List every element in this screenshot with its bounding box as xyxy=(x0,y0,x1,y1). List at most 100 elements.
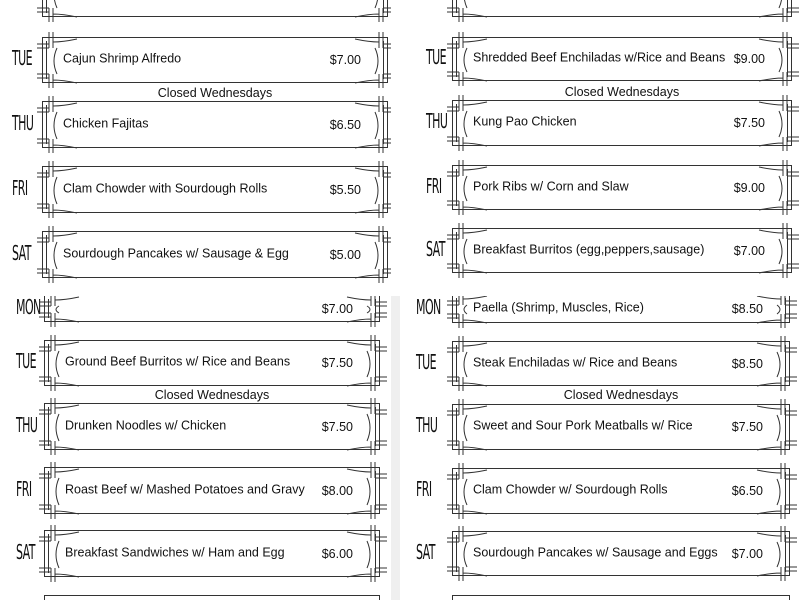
menu-item-box: Breakfast Burritos (egg,peppers,sausage)… xyxy=(447,223,799,278)
menu-item-price: $7.00 xyxy=(321,301,353,316)
menu-item-name: Chicken Fajitas xyxy=(63,116,149,131)
closed-wednesdays-note: Closed Wednesdays xyxy=(563,388,679,402)
ornament-frame xyxy=(37,96,391,153)
menu-item-box xyxy=(447,0,799,22)
menu-item-box: Steak Enchiladas w/ Rice and Beans $8.50 xyxy=(447,336,797,391)
day-label: FRI xyxy=(426,173,442,198)
ornament-frame xyxy=(39,335,387,391)
ornament-frame xyxy=(37,161,391,218)
day-label: SAT xyxy=(16,539,35,564)
ornament-frame xyxy=(447,463,797,519)
day-label: THU xyxy=(16,412,38,437)
menu-item-price: $7.00 xyxy=(329,53,361,67)
menu-item-price: $7.50 xyxy=(321,419,353,434)
menu-item-box xyxy=(44,595,380,600)
ornament-frame xyxy=(447,399,797,455)
menu-item-name: Pork Ribs w/ Corn and Slaw xyxy=(473,179,629,194)
menu-item-price: $5.50 xyxy=(329,182,361,197)
day-label: MON xyxy=(416,296,441,319)
menu-item-price: $7.00 xyxy=(731,546,763,561)
menu-item-price: $7.50 xyxy=(733,116,765,130)
day-label: SAT xyxy=(426,236,445,261)
ornament-frame xyxy=(447,336,797,391)
day-label: FRI xyxy=(416,477,432,501)
ornament-frame xyxy=(447,0,799,22)
menu-item-name: Kung Pao Chicken xyxy=(473,114,577,129)
menu-item-box: Cajun Shrimp Alfredo $7.00 xyxy=(37,32,391,88)
menu-item-box: Chicken Fajitas $6.50 xyxy=(37,96,391,153)
ornament-frame xyxy=(37,32,391,88)
menu-item-price: $6.50 xyxy=(329,117,361,132)
menu-item-name: Sweet and Sour Pork Meatballs w/ Rice xyxy=(473,418,693,433)
menu-item-box: Breakfast Sandwiches w/ Ham and Egg $6.00 xyxy=(39,525,387,582)
menu-item-box: Roast Beef w/ Mashed Potatoes and Gravy $… xyxy=(39,462,387,519)
menu-item-name: Clam Chowder with Sourdough Rolls xyxy=(63,181,268,196)
menu-item-price: $8.50 xyxy=(731,356,763,371)
day-label: MON xyxy=(426,0,451,2)
menu-item-box: Clam Chowder w/ Sourdough Rolls $6.50 xyxy=(447,463,797,519)
menu-item-box: Pork Ribs w/ Corn and Slaw $9.00 xyxy=(447,160,799,215)
ornament-frame xyxy=(447,526,797,581)
menu-page: MON Paella (Shrimp, Muscles, Rice) $8.50 TU… xyxy=(400,296,800,600)
menu-item-box: Sourdough Pancakes w/ Sausage and Eggs $7… xyxy=(447,526,797,581)
ornament-frame xyxy=(39,398,387,455)
day-label: MON xyxy=(16,296,41,319)
day-label: SAT xyxy=(12,240,31,265)
menu-item-price: $6.00 xyxy=(321,546,353,561)
closed-wednesdays-note: Closed Wednesdays xyxy=(154,388,270,402)
day-label: SAT xyxy=(416,539,435,564)
menu-item-name: Breakfast Sandwiches w/ Ham and Egg xyxy=(65,545,285,560)
menu-item-price: $5.00 xyxy=(329,247,361,262)
menu-item-name: Cajun Shrimp Alfredo xyxy=(63,51,182,66)
ornament-frame xyxy=(37,0,391,22)
menu-item-box: $7.00 xyxy=(39,296,387,327)
menu-item-name: Breakfast Burritos (egg,peppers,sausage) xyxy=(473,242,705,257)
day-label: TUE xyxy=(416,349,437,374)
menu-item-name: Shredded Beef Enchiladas w/Rice and Bean… xyxy=(473,50,726,65)
day-label: THU xyxy=(426,109,448,133)
menu-item-box: Ground Beef Burritos w/ Rice and Beans $7… xyxy=(39,335,387,391)
menu-item-name: Drunken Noodles w/ Chicken xyxy=(65,418,227,433)
menu-item-name: Steak Enchiladas w/ Rice and Beans xyxy=(473,355,678,370)
menu-item-box: Sweet and Sour Pork Meatballs w/ Rice $7.… xyxy=(447,399,797,455)
ornament-frame xyxy=(39,296,387,327)
ornament-frame xyxy=(37,226,391,283)
day-label: FRI xyxy=(12,175,28,200)
menu-item-price: $8.00 xyxy=(321,483,353,498)
day-label: THU xyxy=(12,110,34,135)
menu-item-price: $9.00 xyxy=(733,180,765,195)
menu-item-box xyxy=(37,0,391,22)
menu-item-box: Shredded Beef Enchiladas w/Rice and Bean… xyxy=(447,32,799,86)
menu-item-box: Paella (Shrimp, Muscles, Rice) $8.50 xyxy=(447,296,797,328)
ornament-frame xyxy=(447,95,799,151)
ornament-frame xyxy=(447,296,797,328)
menu-item-price: $9.00 xyxy=(733,52,765,66)
day-label: MON xyxy=(12,0,37,2)
menu-item-price: $7.50 xyxy=(731,420,763,434)
closed-wednesdays-note: Closed Wednesdays xyxy=(564,85,680,99)
day-label: TUE xyxy=(16,349,37,373)
day-label: FRI xyxy=(16,476,32,501)
ornament-frame xyxy=(39,462,387,519)
page-divider xyxy=(391,296,400,600)
menu-item-price: $7.00 xyxy=(733,243,765,258)
day-label: TUE xyxy=(426,45,447,69)
closed-wednesdays-note: Closed Wednesdays xyxy=(157,86,273,100)
menu-item-name: Ground Beef Burritos w/ Rice and Beans xyxy=(65,354,291,369)
menu-item-name: Roast Beef w/ Mashed Potatoes and Gravy xyxy=(65,482,305,497)
day-label: THU xyxy=(416,413,438,437)
menu-item-box: Clam Chowder with Sourdough Rolls $5.50 xyxy=(37,161,391,218)
menu-page: MONTUECajun Shrimp Alfredo$7.00THUChicke… xyxy=(0,0,391,296)
menu-item-name: Sourdough Pancakes w/ Sausage & Egg xyxy=(63,246,289,261)
menu-item-name: Sourdough Pancakes w/ Sausage and Eggs xyxy=(473,545,718,560)
menu-item-price: $6.50 xyxy=(731,484,763,498)
ornament-frame xyxy=(447,223,799,278)
menu-item-price: $8.50 xyxy=(731,301,763,316)
menu-page: MON TUE Shredded Beef Enchiladas w/Rice an… xyxy=(400,0,800,296)
ornament-frame xyxy=(39,525,387,582)
menu-item-box xyxy=(452,595,790,600)
ornament-frame xyxy=(447,160,799,215)
day-label: TUE xyxy=(12,46,33,70)
menu-item-name: Clam Chowder w/ Sourdough Rolls xyxy=(473,482,668,497)
menu-item-box: Drunken Noodles w/ Chicken $7.50 xyxy=(39,398,387,455)
